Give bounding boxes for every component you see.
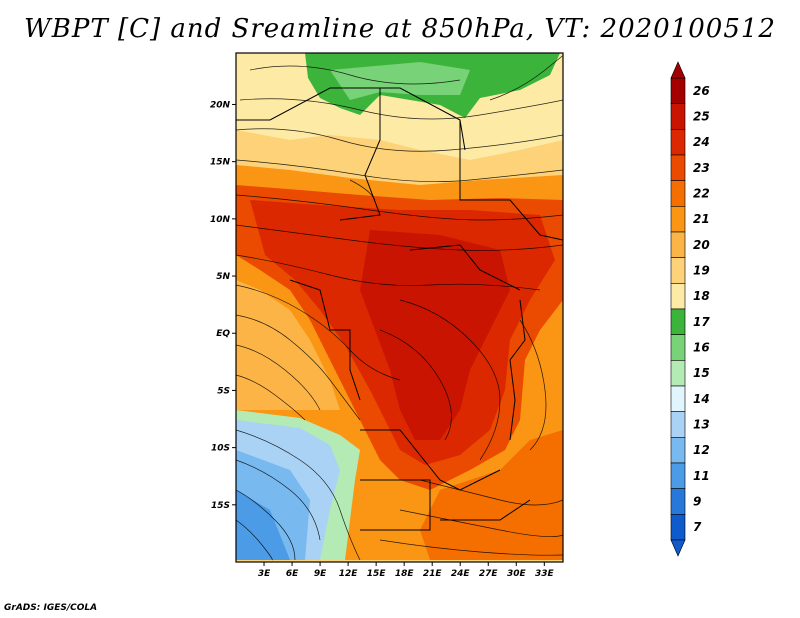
colorbar-swatch xyxy=(670,206,686,233)
colorbar-label: 12 xyxy=(693,443,710,457)
lat-tick-label: 5N xyxy=(216,272,230,282)
plot-frame xyxy=(235,52,564,563)
colorbar-swatch xyxy=(670,488,686,515)
lon-tick-label: 3E xyxy=(258,569,271,579)
colorbar-label: 14 xyxy=(693,392,710,406)
streamlines xyxy=(236,54,563,561)
colorbar-label: 16 xyxy=(693,341,710,355)
lon-tick-label: 24E xyxy=(451,569,471,579)
lon-tick-label: 21E xyxy=(423,569,443,579)
wbpt-field xyxy=(236,53,563,562)
lon-tick-label: 6E xyxy=(286,569,299,579)
lon-tick-label: 9E xyxy=(314,569,327,579)
colorbar-swatch xyxy=(670,411,686,438)
lat-tick-label: 10S xyxy=(211,444,230,454)
field-band-22-se xyxy=(420,430,563,560)
colorbar-label: 24 xyxy=(693,135,710,149)
colorbar-top-arrow xyxy=(670,61,686,79)
lon-tick-label: 12E xyxy=(339,569,359,579)
colorbar-label: 23 xyxy=(693,161,710,175)
colorbar-label: 17 xyxy=(693,315,710,329)
lat-tick-label: 10N xyxy=(210,215,231,225)
country-borders xyxy=(236,87,563,531)
colorbar-swatch xyxy=(670,462,686,489)
colorbar-label: 11 xyxy=(693,469,710,483)
field-band-20-west xyxy=(236,280,340,410)
colorbar-label: 20 xyxy=(693,238,710,252)
colorbar-swatch xyxy=(670,231,686,258)
colorbar-swatch xyxy=(670,514,686,541)
colorbar-label: 25 xyxy=(693,110,710,124)
colorbar-label: 22 xyxy=(693,187,710,201)
lat-tick-label: EQ xyxy=(216,329,230,339)
colorbar-label: 7 xyxy=(693,520,702,534)
lat-tick-label: 15S xyxy=(211,501,230,511)
field-band-11 xyxy=(236,490,290,560)
colorbar-swatch xyxy=(670,385,686,412)
colorbar-swatch xyxy=(670,308,686,335)
field-lightgreen-north xyxy=(330,62,470,100)
colorbar-swatch xyxy=(670,360,686,387)
lon-tick-label: 27E xyxy=(479,569,499,579)
chart-title: WBPT [C] and Sreamline at 850hPa, VT: 20… xyxy=(24,14,776,44)
colorbar-label: 15 xyxy=(693,366,710,380)
colorbar: 26 25 24 23 22 21 20 19 18 17 16 15 14 13 12 11 9 7 xyxy=(670,61,710,557)
colorbar-label: 26 xyxy=(693,84,710,98)
longitude-axis: 3E 6E 9E 12E 15E 18E 21E 24E 27E 30E 33E xyxy=(258,562,555,579)
lon-tick-label: 15E xyxy=(367,569,387,579)
colorbar-swatch xyxy=(670,257,686,284)
colorbar-label: 18 xyxy=(693,289,710,303)
lat-tick-label: 5S xyxy=(217,386,230,396)
colorbar-swatch xyxy=(670,180,686,207)
colorbar-swatch xyxy=(670,437,686,464)
field-band-25 xyxy=(360,230,510,440)
lon-tick-label: 18E xyxy=(395,569,415,579)
colorbar-bottom-arrow xyxy=(670,539,686,557)
colorbar-swatch xyxy=(670,334,686,361)
latitude-axis: 20N 15N 10N 5N EQ 5S 10S 15S xyxy=(210,100,236,511)
lat-tick-label: 20N xyxy=(210,100,231,110)
colorbar-label: 21 xyxy=(693,212,710,226)
lon-tick-label: 33E xyxy=(535,569,555,579)
credit-text: GrADS: IGES/COLA xyxy=(4,603,98,613)
colorbar-swatch xyxy=(670,103,686,130)
lat-tick-label: 15N xyxy=(210,158,231,168)
colorbar-swatch xyxy=(670,283,686,310)
colorbar-swatch xyxy=(670,154,686,181)
lon-tick-label: 30E xyxy=(507,569,527,579)
colorbar-label: 19 xyxy=(693,264,710,278)
colorbar-swatch xyxy=(670,77,686,104)
colorbar-label: 9 xyxy=(693,495,701,509)
colorbar-label: 13 xyxy=(693,418,710,432)
colorbar-swatch xyxy=(670,129,686,156)
